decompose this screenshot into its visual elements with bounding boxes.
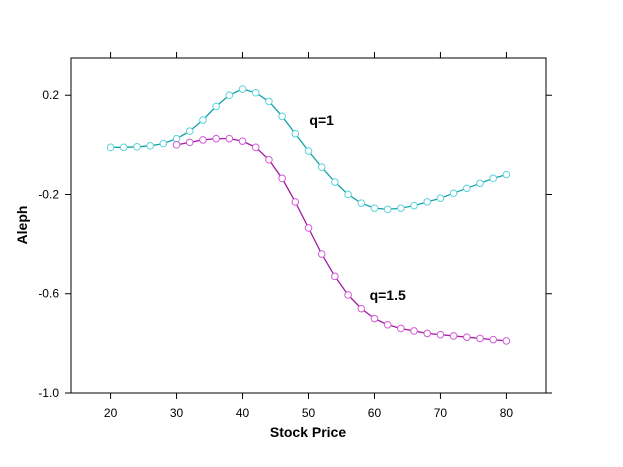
data-point [265, 155, 273, 164]
data-point [199, 116, 207, 124]
data-point [278, 174, 286, 183]
data-point [410, 201, 418, 210]
data-point [185, 138, 194, 147]
data-point [357, 199, 366, 207]
data-point [251, 88, 260, 97]
data-point [278, 112, 286, 121]
data-point [146, 142, 154, 150]
data-point [344, 190, 352, 199]
series-layer: q=1 q=1.5 [106, 85, 511, 345]
data-point [251, 143, 260, 152]
x-axis-title: Stock Price [270, 424, 346, 440]
x-tick-label: 20 [104, 406, 118, 420]
data-point [397, 204, 405, 212]
data-point [370, 204, 379, 212]
data-point [331, 272, 339, 281]
data-point [489, 174, 498, 183]
data-point [463, 333, 471, 341]
x-tick-label: 30 [170, 406, 184, 420]
data-point [436, 194, 445, 203]
y-tick-label: -0.6 [38, 287, 59, 301]
data-point [383, 320, 392, 329]
y-axis-ticks: 0.2 -0.2 -0.6 -1.0 [38, 88, 552, 400]
data-point [212, 102, 220, 111]
data-point [502, 337, 511, 345]
data-point [159, 139, 168, 148]
y-axis-title: Aleph [14, 206, 30, 245]
y-tick-label: -1.0 [38, 386, 59, 400]
data-point [119, 143, 128, 152]
data-point [410, 327, 418, 335]
data-point [265, 97, 273, 106]
data-point [225, 134, 234, 143]
data-point [317, 250, 326, 258]
data-point [344, 291, 352, 299]
data-point [172, 134, 181, 143]
data-point [133, 143, 141, 151]
x-tick-label: 50 [302, 406, 316, 420]
data-point [423, 329, 432, 338]
data-point [476, 179, 484, 188]
data-point [436, 330, 445, 339]
data-point [238, 137, 247, 145]
series-label: q=1.5 [370, 287, 406, 303]
y-tick-label: -0.2 [38, 187, 59, 201]
series-line [176, 137, 507, 342]
data-point [463, 184, 471, 193]
x-tick-label: 70 [434, 406, 448, 420]
data-point [185, 127, 194, 136]
data-point [476, 334, 484, 343]
data-point [383, 205, 392, 214]
data-point [304, 147, 313, 155]
data-point [106, 143, 115, 152]
y-tick-label: 0.2 [42, 88, 59, 102]
data-point [423, 198, 432, 206]
data-point [291, 198, 300, 206]
x-tick-label: 40 [236, 406, 250, 420]
data-point [304, 224, 313, 232]
series-label: q=1 [309, 112, 334, 128]
data-point [502, 170, 511, 179]
data-point [331, 178, 339, 186]
data-point [397, 324, 405, 333]
data-point [357, 304, 366, 313]
data-point [225, 91, 234, 100]
data-point [489, 335, 498, 344]
data-point [238, 85, 247, 93]
x-tick-label: 80 [500, 406, 514, 420]
data-point [291, 129, 300, 138]
x-axis-ticks: 20 30 40 50 60 70 80 [104, 52, 514, 420]
data-point [317, 163, 326, 171]
data-point [449, 189, 458, 198]
data-point [199, 136, 207, 144]
data-point [449, 332, 458, 340]
data-point [212, 134, 220, 143]
x-tick-label: 60 [368, 406, 382, 420]
data-point [172, 141, 181, 149]
data-point [370, 314, 379, 323]
